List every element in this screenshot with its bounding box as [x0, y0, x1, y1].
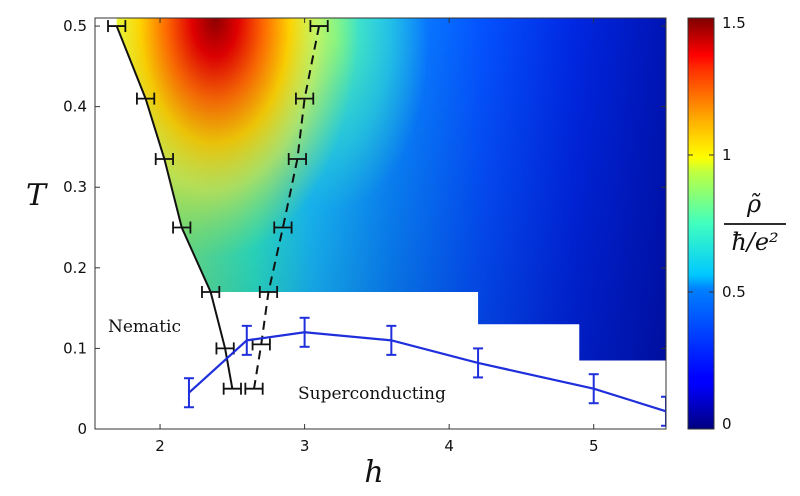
white-left-region	[95, 18, 233, 429]
x-tick-label: 3	[300, 437, 310, 455]
y-tick-label: 0.3	[63, 178, 87, 196]
series-2	[183, 316, 666, 427]
series-0	[107, 20, 242, 395]
white-region	[95, 18, 666, 429]
annotation-superconducting: Superconducting	[298, 384, 446, 404]
series-1	[244, 20, 329, 395]
y-tick-label: 0.4	[63, 98, 87, 116]
plot-frame	[94, 17, 667, 430]
white-low-t-region	[210, 292, 666, 429]
series-layer	[107, 20, 666, 427]
colorbar	[687, 17, 715, 430]
x-tick-label: 5	[589, 437, 599, 455]
colorbar-tick-label: 1	[722, 146, 732, 164]
annotation-nematic: Nematic	[108, 317, 181, 337]
y-tick-label: 0.1	[63, 339, 87, 357]
colorbar-label-numerator: ρ̃	[746, 190, 761, 218]
y-axis-label: T	[26, 178, 48, 213]
colorbar-ticks: 0 0.5 1 1.5	[688, 14, 746, 433]
x-tick-label: 2	[155, 437, 165, 455]
y-tick-label: 0.5	[63, 17, 87, 35]
y-tick-label: 0	[77, 420, 87, 438]
x-axis-label: h	[364, 455, 383, 490]
y-tick-label: 0.2	[63, 259, 87, 277]
axis-layer: 2 3 4 5 0 0.1 0.2 0.3 0.4 0.5	[63, 17, 666, 455]
colorbar-tick-label: 0.5	[722, 283, 746, 301]
colorbar-label-denominator: ħ/e²	[731, 228, 778, 256]
colorbar-tick-label: 0	[722, 415, 732, 433]
x-tick-label: 4	[444, 437, 454, 455]
colorbar-tick-label: 1.5	[722, 14, 746, 32]
